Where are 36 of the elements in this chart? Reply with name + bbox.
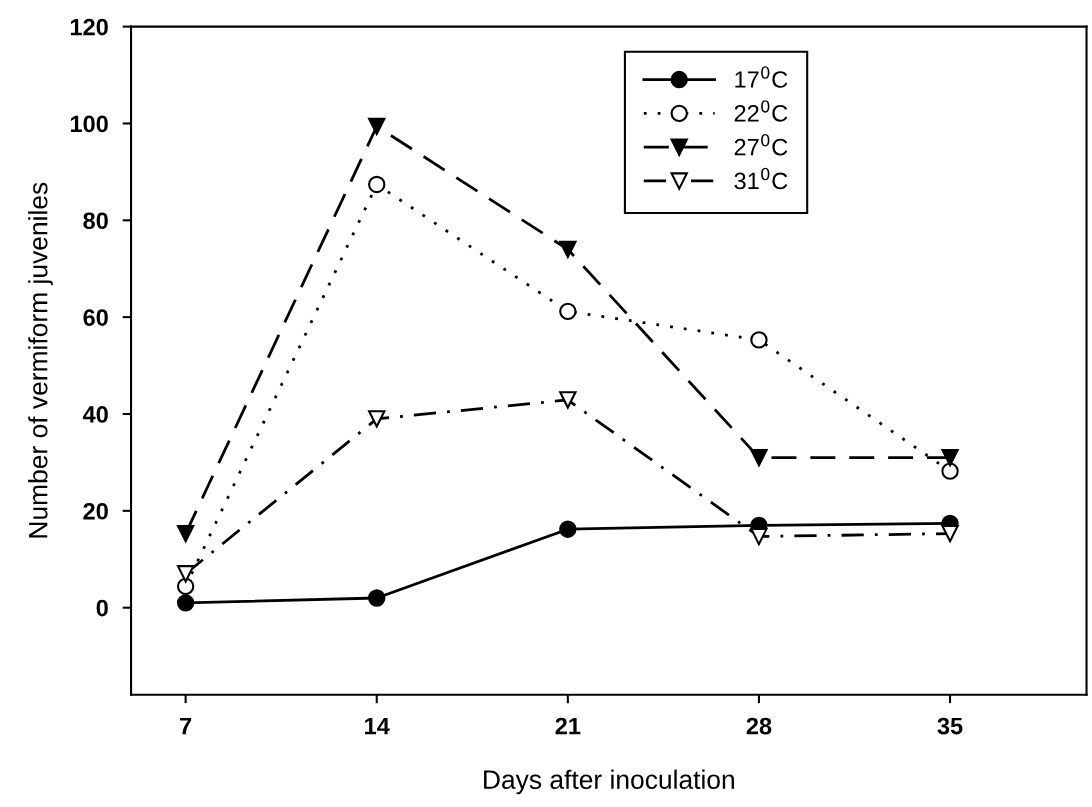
legend-label: 22$^{0}$C [734,100,788,122]
point [559,391,577,409]
x-tick-label: 21 [555,717,581,735]
y-tick-label: 0 [96,599,108,617]
point [559,520,577,538]
point [750,527,768,546]
y-tick-label: 20 [83,502,108,520]
point [368,589,386,607]
point [559,240,577,259]
point [750,448,768,467]
y-tick-label: 40 [82,406,108,423]
y-tick-label: 80 [83,212,108,230]
legend-label: 27$^{0}$C [734,133,788,156]
y-tick-label: 60 [83,309,108,326]
point [176,565,195,583]
point [559,302,577,321]
point [176,524,195,543]
point [176,577,195,596]
point [750,331,768,349]
x-tick-label: 28 [746,717,772,735]
point [941,524,959,543]
x-tick-label: 35 [937,717,963,735]
point [368,175,386,194]
point [176,594,195,612]
legend-label: 17$^{0}$C [735,66,788,88]
x-tick-label: 7 [180,717,192,735]
x-axis-title: Days after inoculation [484,769,734,795]
point [368,117,386,136]
point [941,462,959,480]
point [941,448,959,467]
legend-label: 31$^{0}$C [734,167,788,190]
point [368,410,386,428]
x-tick-label: 14 [365,717,390,735]
y-tick-label: 100 [70,115,108,133]
y-tick-label: 120 [70,18,108,36]
y-axis-title: Number of vermiform juveniles [28,182,53,538]
